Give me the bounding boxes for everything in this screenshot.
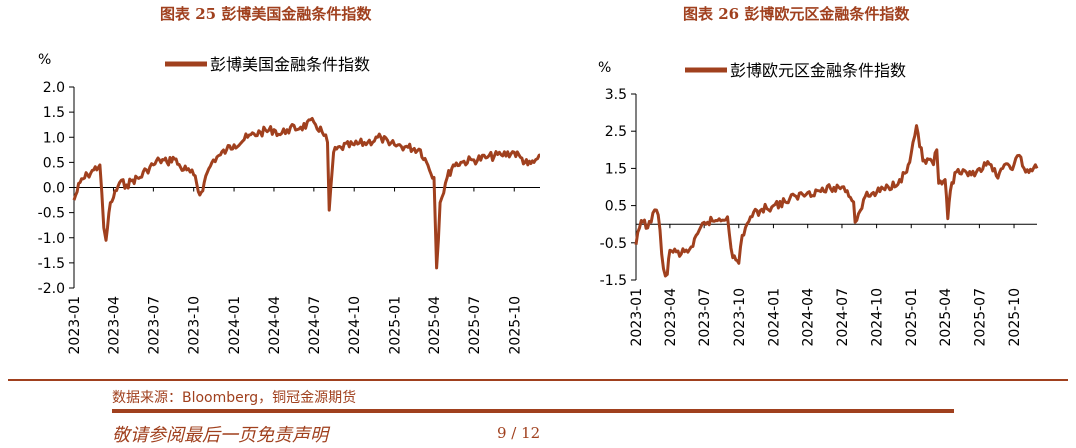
x-tick-label: 2024-07 <box>835 288 851 347</box>
page-number: 9 / 12 <box>497 424 541 442</box>
y-tick-label: 2.0 <box>43 80 65 96</box>
x-tick-label: 2025-04 <box>427 296 443 355</box>
y-tick-label: 0.5 <box>605 199 627 215</box>
y-tick-label: -1.5 <box>600 273 627 289</box>
x-tick-label: 2025-07 <box>467 296 483 355</box>
x-tick-label: 2023-07 <box>697 288 713 347</box>
x-tick-label: 2025-01 <box>904 288 920 347</box>
x-tick-label: 2023-01 <box>67 296 83 355</box>
y-tick-label: -0.5 <box>38 206 65 222</box>
legend-label: 彭博欧元区金融条件指数 <box>730 61 906 80</box>
y-unit-label: % <box>38 52 51 68</box>
y-tick-label: -1.0 <box>38 231 65 247</box>
y-tick-label: 1.5 <box>605 161 627 177</box>
y-tick-label: 2.5 <box>605 124 627 140</box>
x-tick-label: 2025-10 <box>1007 288 1023 347</box>
x-tick-label: 2024-07 <box>307 296 323 355</box>
x-tick-label: 2024-10 <box>347 296 363 355</box>
data-source: 数据来源：Bloomberg，铜冠金源期货 <box>112 390 357 406</box>
us-fci-series-line <box>72 117 540 270</box>
y-tick-label: -2.0 <box>38 281 65 297</box>
x-tick-label: 2024-04 <box>801 288 817 347</box>
disclaimer: 敬请参阅最后一页免责声明 <box>112 425 328 446</box>
y-tick-label: 1.0 <box>43 130 65 146</box>
x-tick-label: 2025-07 <box>972 288 988 347</box>
x-tick-label: 2023-10 <box>187 296 203 355</box>
x-tick-label: 2024-10 <box>870 288 886 347</box>
x-tick-label: 2023-07 <box>146 296 162 355</box>
chart-2-title: 图表 26 彭博欧元区金融条件指数 <box>683 5 910 23</box>
us-fci-chart: 2.0 1.5 1.0 0.5 0.0 -0.5 -1.0 -1.5 -2.0 2023-01 2… <box>38 52 540 355</box>
y-tick-label: 3.5 <box>605 87 627 103</box>
x-tick-label: 2024-04 <box>267 296 283 355</box>
x-tick-label: 2023-04 <box>106 296 122 355</box>
y-unit-label: % <box>598 60 611 76</box>
x-tick-label: 2025-10 <box>507 296 523 355</box>
y-tick-label: -0.5 <box>600 236 627 252</box>
eu-fci-chart: 3.5 2.5 1.5 0.5 -0.5 -1.5 2023-01 2023-04 2023-… <box>598 60 1039 347</box>
legend-label: 彭博美国金融条件指数 <box>210 55 370 74</box>
x-tick-label: 2023-10 <box>732 288 748 347</box>
chart-1-title: 图表 25 彭博美国金融条件指数 <box>160 5 372 23</box>
x-tick-label: 2025-01 <box>388 296 404 355</box>
y-tick-label: 0.5 <box>43 155 65 171</box>
x-tick-label: 2025-04 <box>938 288 954 347</box>
y-tick-label: 1.5 <box>43 105 65 121</box>
footer-rule-bottom <box>112 409 954 413</box>
x-tick-label: 2024-01 <box>766 288 782 347</box>
eu-fci-series-line <box>634 124 1039 278</box>
footer-rule-top <box>8 379 1068 381</box>
y-tick-label: -1.5 <box>38 256 65 272</box>
x-tick-label: 2023-01 <box>629 288 645 347</box>
y-tick-label: 0.0 <box>43 181 65 197</box>
x-tick-label: 2023-04 <box>663 288 679 347</box>
x-tick-label: 2024-01 <box>227 296 243 355</box>
